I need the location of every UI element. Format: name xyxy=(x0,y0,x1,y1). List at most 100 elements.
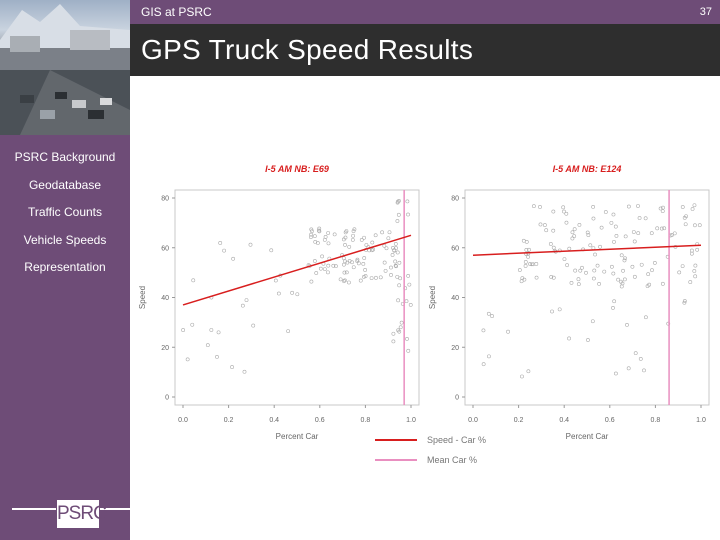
legend-label: Mean Car % xyxy=(427,455,477,465)
legend-label: Speed - Car % xyxy=(427,435,486,445)
y-axis-label: Speed xyxy=(428,286,437,309)
data-point xyxy=(386,236,391,241)
data-point xyxy=(276,291,281,296)
data-point xyxy=(326,231,331,235)
data-point xyxy=(572,234,577,239)
x-tick-label: 0.0 xyxy=(178,417,188,424)
data-point xyxy=(312,234,317,239)
data-point xyxy=(397,283,402,288)
data-point xyxy=(230,365,234,369)
data-point xyxy=(395,274,400,279)
data-point xyxy=(347,259,352,263)
data-point xyxy=(369,276,374,280)
data-point xyxy=(248,242,253,247)
data-point xyxy=(551,228,556,233)
y-tick-label: 0 xyxy=(455,395,459,402)
data-point xyxy=(389,273,393,277)
y-tick-label: 20 xyxy=(161,345,169,352)
data-point xyxy=(185,357,190,362)
data-point xyxy=(318,266,323,271)
data-point xyxy=(406,273,411,278)
x-tick-label: 1.0 xyxy=(696,417,706,424)
data-point xyxy=(309,279,314,284)
sidebar-item-geodatabase[interactable]: Geodatabase xyxy=(28,178,102,192)
data-point xyxy=(344,270,349,275)
data-point xyxy=(603,210,608,214)
data-point xyxy=(692,269,697,273)
data-point xyxy=(639,262,644,267)
data-point xyxy=(666,321,671,326)
data-point xyxy=(520,374,524,379)
data-point xyxy=(309,232,314,237)
data-point xyxy=(690,207,695,211)
data-point xyxy=(609,264,614,269)
x-axis-label: Percent Car xyxy=(276,432,319,441)
data-point xyxy=(636,204,640,208)
data-point xyxy=(344,229,349,234)
sidebar-item-representation[interactable]: Representation xyxy=(24,260,106,274)
data-point xyxy=(614,233,619,238)
title-bar xyxy=(130,24,720,76)
plot-frame xyxy=(464,189,710,406)
data-point xyxy=(531,262,536,267)
data-point xyxy=(682,300,687,305)
sidebar-item-vehicle-speeds[interactable]: Vehicle Speeds xyxy=(23,233,107,247)
data-point xyxy=(295,292,300,297)
data-point xyxy=(387,230,392,235)
data-point xyxy=(551,209,556,214)
sidebar-item-traffic-counts[interactable]: Traffic Counts xyxy=(27,205,103,219)
data-point xyxy=(216,330,221,335)
data-point xyxy=(577,222,582,227)
data-point xyxy=(322,237,327,242)
data-point xyxy=(592,268,597,273)
y-tick-label: 80 xyxy=(451,196,459,203)
data-point xyxy=(549,275,554,279)
data-point xyxy=(677,270,682,275)
data-point xyxy=(611,212,616,217)
data-point xyxy=(613,371,618,376)
x-tick-label: 0.2 xyxy=(224,417,234,424)
data-point xyxy=(561,205,566,210)
data-point xyxy=(526,369,531,374)
y-axis-label: Speed xyxy=(138,286,147,309)
data-point xyxy=(242,369,247,374)
data-point xyxy=(680,264,685,269)
data-point xyxy=(362,235,366,240)
data-point xyxy=(383,268,388,273)
page-title: GPS Truck Speed Results xyxy=(141,34,474,65)
data-point xyxy=(347,244,352,249)
data-point xyxy=(338,277,343,282)
sidebar-item-psrc-background[interactable]: PSRC Background xyxy=(14,150,116,164)
data-point xyxy=(490,314,494,318)
data-point xyxy=(352,227,357,232)
data-point xyxy=(407,282,412,287)
data-point xyxy=(591,204,596,209)
data-point xyxy=(359,238,364,242)
data-point xyxy=(517,268,522,272)
header-photo xyxy=(0,0,130,135)
data-point xyxy=(638,356,643,361)
data-point xyxy=(609,220,614,225)
data-point xyxy=(611,306,615,310)
data-point xyxy=(622,258,627,263)
data-point xyxy=(390,253,395,257)
data-point xyxy=(588,243,593,248)
data-point xyxy=(308,235,313,239)
data-point xyxy=(693,263,698,268)
data-point xyxy=(616,277,621,282)
x-tick-label: 0.8 xyxy=(361,417,371,424)
data-point xyxy=(290,290,295,295)
data-point xyxy=(358,278,363,283)
data-point xyxy=(209,328,214,332)
data-point xyxy=(586,233,591,237)
data-point xyxy=(320,254,324,259)
data-point xyxy=(613,224,618,229)
data-point xyxy=(598,244,602,249)
data-point xyxy=(557,307,562,312)
data-point xyxy=(591,276,596,281)
data-point xyxy=(406,348,411,353)
data-point xyxy=(652,261,657,265)
data-point xyxy=(602,269,607,274)
data-point xyxy=(625,323,629,327)
data-point xyxy=(393,242,398,246)
